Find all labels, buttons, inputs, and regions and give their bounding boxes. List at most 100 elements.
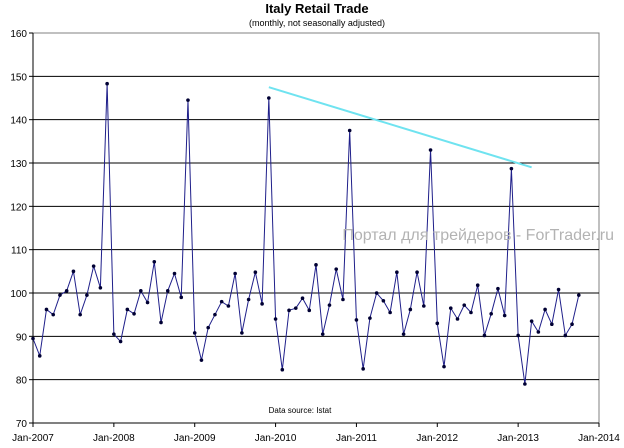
y-tick-label: 160: [10, 29, 27, 40]
x-tick-label: Jan-2007: [12, 433, 54, 444]
data-point: [91, 264, 96, 268]
plot-frame: [32, 32, 600, 424]
data-point: [496, 286, 500, 291]
data-point: [159, 320, 163, 325]
data-point: [287, 308, 291, 313]
data-point: [139, 289, 143, 293]
data-point: [273, 317, 278, 321]
data-point: [442, 364, 446, 369]
watermark: Портал для трейдеров - ForTrader.ru: [342, 227, 614, 244]
data-point: [422, 304, 426, 308]
data-point: [145, 300, 150, 305]
data-point: [226, 304, 231, 308]
data-point: [529, 319, 534, 323]
x-tick-label: Jan-2010: [255, 433, 297, 444]
data-point: [408, 307, 413, 312]
data-point: [112, 332, 116, 336]
data-point: [374, 291, 379, 295]
data-point: [44, 307, 49, 312]
data-point: [253, 270, 258, 275]
data-point: [415, 270, 419, 275]
data-point: [37, 354, 42, 358]
data-point: [570, 322, 574, 327]
data-point: [536, 330, 541, 334]
data-point: [280, 367, 285, 372]
data-point: [125, 307, 130, 312]
data-point: [334, 267, 339, 271]
data-point: [267, 96, 271, 100]
data-point: [489, 312, 493, 316]
data-point: [51, 312, 56, 317]
data-point: [388, 310, 392, 315]
data-point: [64, 289, 69, 293]
data-point: [219, 299, 224, 304]
data-point: [469, 310, 473, 315]
y-tick-label: 90: [16, 332, 28, 343]
data-point: [502, 313, 507, 318]
y-tick-label: 80: [16, 376, 28, 387]
data-point: [165, 289, 170, 293]
x-tick-label: Jan-2014: [578, 433, 620, 444]
plot-area: 70 80 90 100 110 120 130 140 150 160 Jan-2007 Jan-2…: [10, 29, 620, 444]
data-point: [172, 271, 177, 276]
data-point: [132, 312, 136, 316]
data-point: [354, 318, 359, 322]
chart-subtitle: (monthly, not seasonally adjusted): [249, 18, 385, 28]
data-point: [381, 299, 386, 303]
data-point: [347, 128, 352, 133]
data-point: [523, 382, 527, 386]
data-point: [307, 308, 312, 313]
y-tick-label: 70: [16, 419, 28, 430]
y-tick-label: 110: [11, 246, 27, 257]
data-point: [462, 303, 467, 307]
data-point: [482, 333, 487, 338]
data-point: [543, 307, 547, 312]
data-point: [509, 166, 514, 171]
data-point: [293, 306, 298, 310]
data-point: [300, 296, 305, 301]
data-point: [199, 358, 204, 362]
data-point: [186, 98, 190, 102]
data-point: [152, 260, 157, 264]
x-tick-label: Jan-2012: [416, 433, 458, 444]
y-tick-label: 130: [10, 159, 27, 170]
data-point: [233, 271, 237, 276]
x-tick-label: Jan-2008: [93, 433, 135, 444]
y-tick-label: 140: [10, 116, 27, 127]
data-point: [78, 312, 82, 317]
x-tick-label: Jan-2009: [174, 433, 216, 444]
data-point: [105, 81, 109, 86]
data-point: [455, 317, 460, 321]
y-tick-label: 100: [10, 289, 27, 300]
data-point: [563, 333, 568, 338]
data-point: [58, 293, 62, 297]
data-point: [401, 332, 406, 336]
data-point: [179, 295, 184, 300]
data-point: [576, 293, 581, 297]
data-point: [71, 269, 76, 274]
source-note: Data source: Istat: [269, 406, 332, 415]
y-tick-label: 150: [10, 72, 27, 83]
data-point: [118, 339, 123, 344]
data-point: [213, 312, 217, 317]
data-point: [550, 322, 554, 327]
data-point: [320, 332, 325, 336]
data-point: [246, 297, 251, 302]
data-point: [428, 148, 433, 152]
data-point: [361, 367, 365, 371]
data-point: [516, 333, 520, 338]
data-point: [327, 303, 332, 307]
data-point: [314, 263, 318, 267]
x-tick-label: Jan-2011: [336, 433, 377, 444]
trend-line: [268, 86, 532, 169]
data-point: [435, 321, 440, 326]
data-point: [85, 293, 89, 297]
data-point: [192, 331, 197, 335]
data-point: [556, 287, 561, 292]
y-tick-label: 120: [10, 202, 27, 213]
x-tick-label: Jan-2013: [497, 433, 539, 444]
data-point: [368, 316, 372, 320]
data-point: [206, 325, 210, 330]
